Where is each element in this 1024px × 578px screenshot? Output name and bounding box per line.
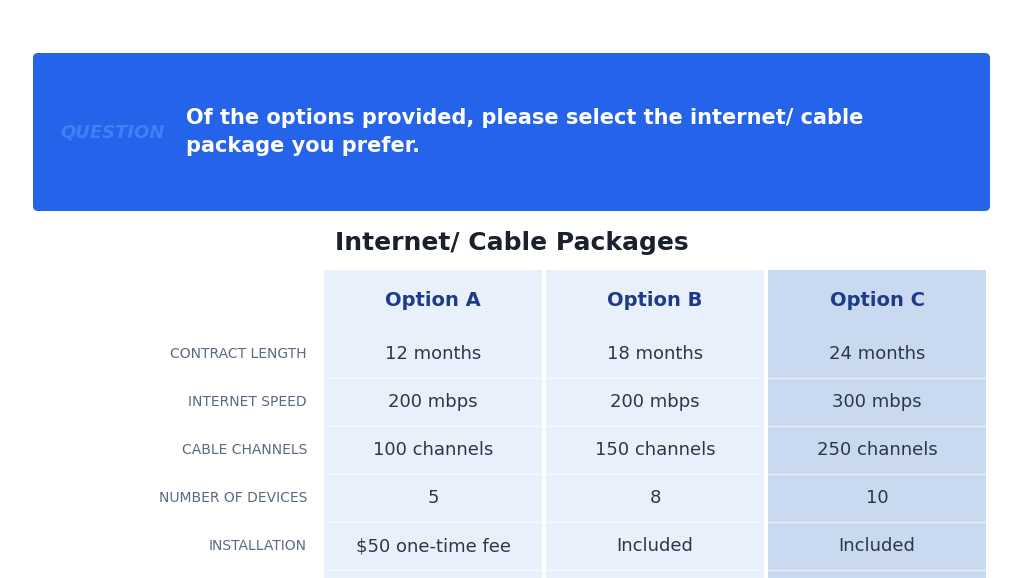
- Text: CONTRACT LENGTH: CONTRACT LENGTH: [171, 347, 307, 361]
- Text: Of the options provided, please select the internet/ cable
package you prefer.: Of the options provided, please select t…: [186, 108, 863, 156]
- Text: Included: Included: [616, 537, 693, 555]
- Text: 300 mbps: 300 mbps: [833, 393, 922, 411]
- Text: 10: 10: [865, 489, 888, 507]
- Text: INSTALLATION: INSTALLATION: [209, 539, 307, 553]
- Text: $50 one-time fee: $50 one-time fee: [355, 537, 511, 555]
- FancyBboxPatch shape: [33, 53, 990, 211]
- Text: CABLE CHANNELS: CABLE CHANNELS: [181, 443, 307, 457]
- Text: 150 channels: 150 channels: [595, 441, 716, 459]
- Text: Included: Included: [839, 537, 915, 555]
- Text: Internet/ Cable Packages: Internet/ Cable Packages: [335, 231, 689, 255]
- Text: 8: 8: [649, 489, 660, 507]
- Text: 5: 5: [427, 489, 438, 507]
- Text: Option C: Option C: [829, 291, 925, 309]
- Bar: [546, 270, 764, 578]
- Bar: [768, 270, 986, 578]
- Text: NUMBER OF DEVICES: NUMBER OF DEVICES: [159, 491, 307, 505]
- Text: Option A: Option A: [385, 291, 481, 309]
- Text: 24 months: 24 months: [828, 345, 926, 363]
- Text: INTERNET SPEED: INTERNET SPEED: [188, 395, 307, 409]
- Text: 200 mbps: 200 mbps: [610, 393, 699, 411]
- Text: 200 mbps: 200 mbps: [388, 393, 478, 411]
- Text: QUESTION: QUESTION: [60, 123, 165, 141]
- Bar: [324, 270, 542, 578]
- Text: Option B: Option B: [607, 291, 702, 309]
- Text: 250 channels: 250 channels: [816, 441, 937, 459]
- Text: 12 months: 12 months: [385, 345, 481, 363]
- Text: 100 channels: 100 channels: [373, 441, 494, 459]
- Text: 18 months: 18 months: [607, 345, 703, 363]
